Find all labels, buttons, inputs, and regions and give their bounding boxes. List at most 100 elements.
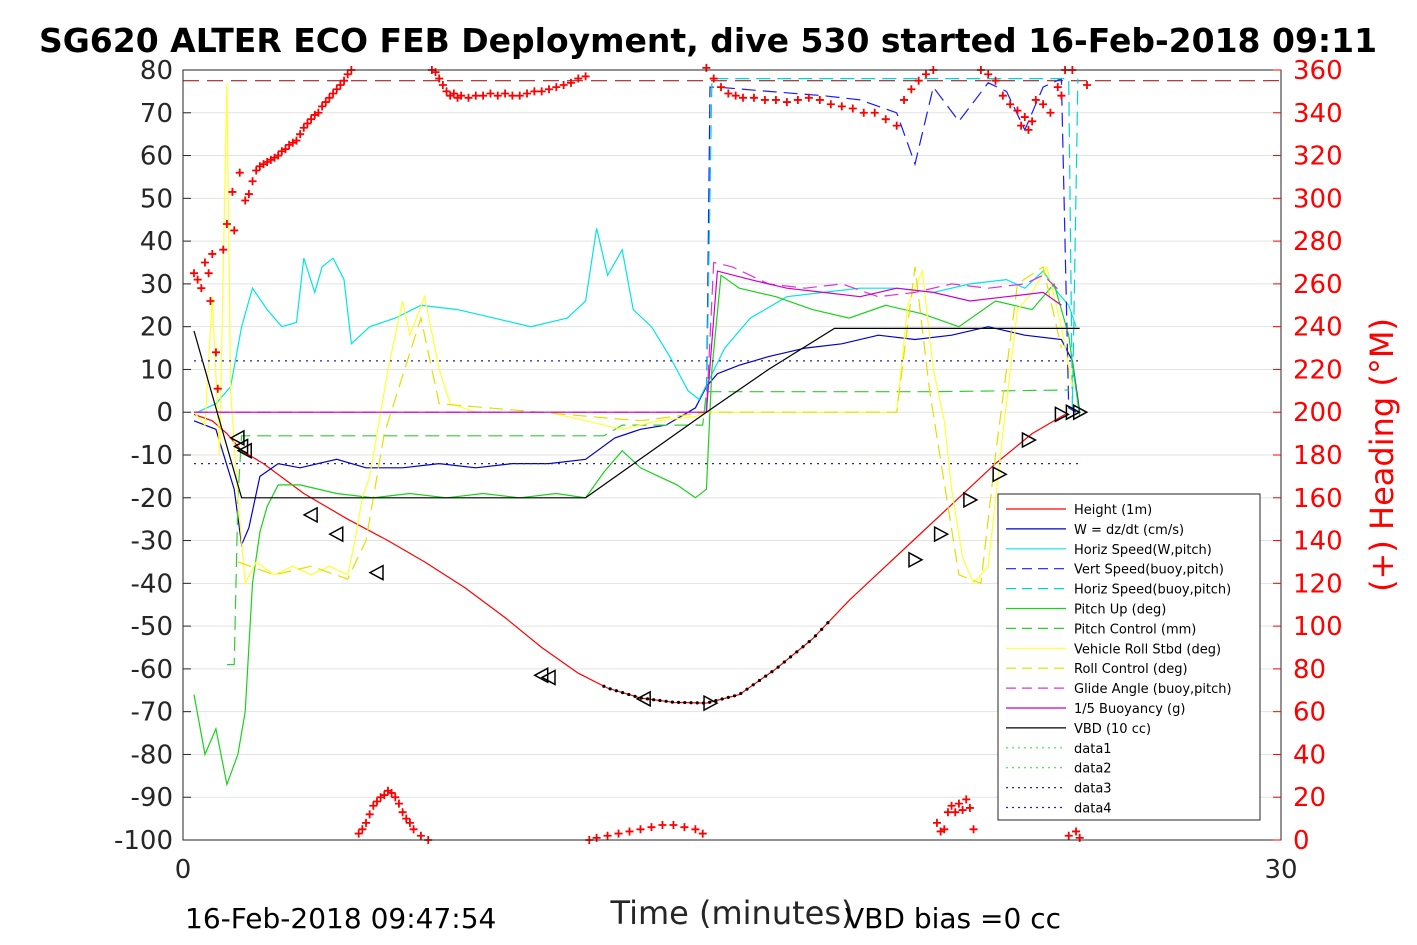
heading-marker bbox=[380, 791, 389, 800]
heading-marker bbox=[369, 801, 378, 810]
left-tick-label: 50 bbox=[140, 184, 173, 214]
right-tick-label: 20 bbox=[1293, 783, 1326, 813]
heading-marker bbox=[1031, 95, 1040, 104]
sample-dot bbox=[820, 627, 824, 631]
left-tick-label: 70 bbox=[140, 99, 173, 129]
heading-marker bbox=[1083, 80, 1092, 89]
left-tick-label: -60 bbox=[131, 655, 173, 685]
heading-marker bbox=[826, 100, 835, 109]
heading-marker bbox=[702, 63, 711, 72]
heading-marker bbox=[332, 85, 341, 94]
heading-marker bbox=[222, 220, 231, 228]
heading-marker bbox=[614, 829, 623, 838]
legend-label: Glide Angle (buoy,pitch) bbox=[1074, 682, 1232, 697]
sample-dot bbox=[720, 697, 724, 701]
heading-marker bbox=[248, 177, 257, 186]
right-tick-label: 140 bbox=[1293, 527, 1343, 557]
heading-marker bbox=[969, 825, 978, 834]
right-tick-label: 80 bbox=[1293, 655, 1326, 685]
heading-marker bbox=[782, 98, 791, 107]
heading-marker bbox=[343, 70, 352, 79]
heading-marker bbox=[365, 810, 374, 819]
dive-triangle-marker bbox=[533, 667, 549, 684]
series-line-horiz-speed-w-pitch bbox=[197, 228, 1077, 413]
heading-marker bbox=[574, 74, 583, 83]
heading-marker bbox=[760, 95, 769, 104]
heading-marker bbox=[471, 91, 480, 100]
heading-marker bbox=[394, 799, 403, 808]
legend-label: Roll Control (deg) bbox=[1074, 662, 1188, 677]
right-tick-label: 120 bbox=[1293, 569, 1343, 599]
dive-triangle-marker bbox=[933, 525, 950, 543]
heading-marker bbox=[1020, 113, 1029, 122]
heading-marker bbox=[501, 89, 510, 98]
left-tick-label: 30 bbox=[140, 270, 173, 300]
legend-label: Vert Speed(buoy,pitch) bbox=[1074, 563, 1224, 578]
dive-triangle-marker bbox=[328, 525, 344, 543]
heading-marker bbox=[515, 91, 524, 100]
heading-marker bbox=[1057, 91, 1066, 100]
sample-dot bbox=[658, 698, 662, 703]
heading-marker bbox=[658, 821, 667, 830]
right-tick-label: 340 bbox=[1293, 99, 1343, 129]
series-line-height-1m bbox=[193, 413, 1066, 704]
dive-triangle-marker bbox=[635, 690, 651, 708]
heading-marker bbox=[457, 91, 466, 100]
left-tick-label: -70 bbox=[131, 698, 173, 728]
heading-marker bbox=[213, 384, 222, 393]
left-tick-label: 80 bbox=[140, 56, 173, 86]
left-tick-label: 0 bbox=[156, 398, 173, 428]
sample-dot bbox=[670, 700, 674, 704]
chart-title: SG620 ALTER ECO FEB Deployment, dive 530… bbox=[39, 21, 1377, 60]
sample-dot bbox=[614, 689, 618, 693]
heading-marker bbox=[537, 87, 546, 96]
heading-marker bbox=[991, 76, 1000, 85]
legend-label: W = dz/dt (cm/s) bbox=[1074, 523, 1184, 538]
legend-label: Pitch Up (deg) bbox=[1074, 603, 1166, 618]
series-line-1-5-buoyancy-g bbox=[194, 270, 1062, 413]
sample-dot bbox=[695, 701, 699, 705]
right-tick-label: 320 bbox=[1293, 142, 1343, 172]
left-tick-label: -90 bbox=[131, 783, 173, 813]
heading-marker bbox=[709, 74, 718, 83]
heading-marker bbox=[391, 793, 400, 802]
legend-label: Horiz Speed(buoy,pitch) bbox=[1074, 583, 1231, 598]
dive-triangle-marker bbox=[1054, 406, 1070, 423]
sample-dot bbox=[676, 700, 681, 704]
heading-marker bbox=[552, 83, 561, 92]
footer-vbd-bias: VBD bias =0 cc bbox=[845, 902, 1061, 935]
heading-marker bbox=[405, 818, 414, 827]
left-tick-label: -30 bbox=[131, 527, 173, 557]
right-tick-label: 220 bbox=[1293, 355, 1343, 385]
heading-marker bbox=[691, 825, 700, 834]
heading-marker bbox=[900, 95, 909, 104]
heading-marker bbox=[921, 70, 930, 79]
heading-marker bbox=[230, 226, 239, 235]
heading-marker bbox=[962, 795, 971, 804]
heading-marker bbox=[625, 827, 634, 836]
sample-dot bbox=[664, 699, 668, 703]
heading-marker bbox=[848, 104, 857, 113]
heading-marker bbox=[189, 269, 198, 278]
heading-marker bbox=[1075, 833, 1084, 842]
heading-marker bbox=[837, 102, 846, 111]
marker-layer bbox=[189, 63, 1092, 844]
sample-dot bbox=[732, 694, 737, 698]
heading-marker bbox=[358, 825, 367, 834]
series-line-horiz-speed-buoy-pitch bbox=[705, 77, 1079, 413]
heading-marker bbox=[771, 95, 780, 104]
heading-marker bbox=[1017, 121, 1026, 130]
heading-marker bbox=[859, 108, 868, 117]
heading-marker bbox=[409, 825, 418, 834]
heading-marker bbox=[362, 818, 370, 827]
heading-marker bbox=[321, 98, 330, 107]
heading-marker bbox=[984, 70, 993, 79]
sample-dot bbox=[751, 683, 755, 687]
heading-marker bbox=[252, 166, 261, 175]
heading-marker bbox=[398, 808, 407, 817]
heading-marker bbox=[197, 284, 206, 293]
heading-marker bbox=[717, 83, 726, 92]
legend: Height (1m) W = dz/dt (cm/s) Horiz Speed(W… bbox=[997, 493, 1261, 821]
heading-marker bbox=[438, 80, 447, 89]
